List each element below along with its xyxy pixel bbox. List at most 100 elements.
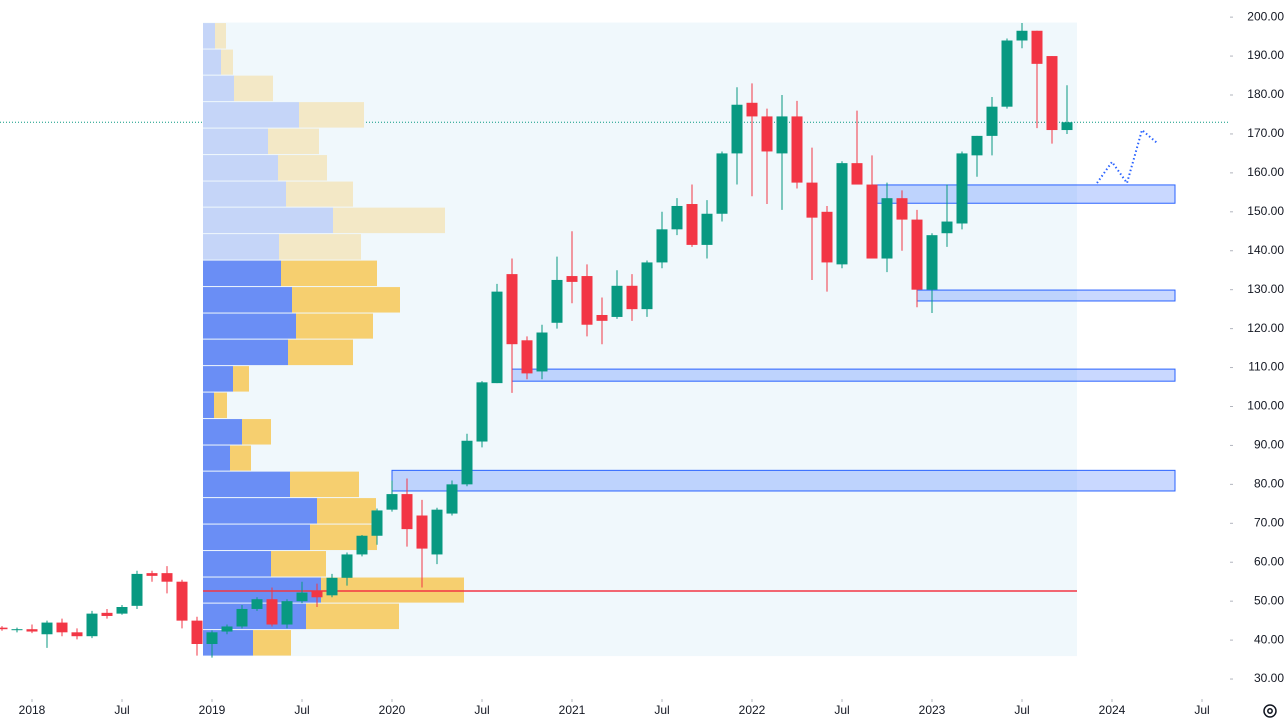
candle-body (146, 573, 158, 576)
x-tick-label: 2018 (19, 703, 46, 717)
x-tick-label: 2019 (199, 703, 226, 717)
profile-down-bar (242, 419, 271, 445)
y-tick-label: 120.00 (1247, 321, 1284, 335)
x-tick-label: Jul (1014, 703, 1029, 717)
candle-body (641, 262, 653, 310)
profile-up-bar (203, 128, 268, 155)
y-tick-label: 140.00 (1247, 243, 1284, 257)
candle-body (566, 276, 578, 282)
profile-down-bar (321, 577, 464, 603)
candle-body (86, 613, 98, 637)
x-tick-label: Jul (834, 703, 849, 717)
candle-body (1061, 122, 1073, 131)
candle-body (281, 601, 293, 625)
candle-body (671, 205, 683, 230)
profile-up-bar (203, 551, 271, 577)
candle-body (761, 116, 773, 152)
candle-body (401, 494, 413, 530)
x-tick-label: Jul (294, 703, 309, 717)
candle-body (191, 620, 203, 644)
candle-body (941, 221, 953, 234)
candle-body (266, 599, 278, 625)
profile-up-bar (203, 49, 221, 75)
candle-body (1046, 56, 1058, 131)
candle-body (971, 135, 983, 156)
y-tick-label: 180.00 (1247, 87, 1284, 101)
candle-body (356, 535, 368, 555)
candle-body (476, 382, 488, 442)
profile-up-bar (203, 75, 234, 102)
profile-down-bar (214, 392, 227, 419)
candle-body (311, 591, 323, 598)
candle-body (521, 340, 533, 374)
profile-down-bar (221, 49, 233, 75)
profile-down-bar (215, 23, 226, 49)
profile-down-bar (317, 498, 376, 524)
candle-body (986, 106, 998, 136)
candle-body (1001, 40, 1013, 107)
y-tick-label: 190.00 (1247, 48, 1284, 62)
candle-body (416, 515, 428, 549)
profile-down-bar (286, 181, 353, 207)
profile-down-bar (290, 471, 359, 498)
candle-body (386, 494, 398, 510)
candle-body (896, 198, 908, 220)
profile-up-bar (203, 313, 296, 339)
profile-down-bar (281, 260, 377, 287)
profile-down-bar (292, 287, 400, 313)
candle-body (581, 276, 593, 325)
settings-icon[interactable] (1263, 704, 1277, 718)
profile-down-bar (299, 102, 364, 128)
candle-body (341, 554, 353, 578)
volume-profile (203, 23, 1077, 656)
projection-line (1096, 128, 1158, 186)
candle-body (866, 184, 878, 259)
candle-body (131, 573, 143, 606)
axes: 30.00 40.00 50.00 60.00 70.00 80.00 90.00 100.0… (19, 9, 1285, 717)
profile-down-bar (333, 207, 445, 234)
candle-body (0, 627, 8, 630)
zones (391, 184, 1176, 492)
profile-down-bar (233, 366, 249, 392)
candle-body (911, 219, 923, 290)
x-tick-label: 2022 (739, 703, 766, 717)
y-tick-label: 50.00 (1254, 593, 1284, 607)
candle-body (56, 622, 68, 633)
candle-body (11, 629, 23, 631)
profile-down-bar (271, 551, 326, 577)
candle-body (596, 314, 608, 321)
y-tick-label: 170.00 (1247, 126, 1284, 140)
candle-body (926, 235, 938, 290)
profile-up-bar (203, 419, 242, 445)
profile-up-bar (203, 102, 299, 128)
candle-body (506, 274, 518, 345)
y-tick-label: 30.00 (1254, 671, 1284, 685)
candle-body (536, 332, 548, 372)
profile-down-bar (288, 339, 353, 366)
profile-up-bar (203, 366, 233, 392)
candle-body (461, 440, 473, 485)
candle-body (101, 612, 113, 616)
profile-down-bar (278, 155, 327, 181)
profile-down-bar (230, 445, 251, 471)
profile-up-bar (203, 445, 230, 471)
profile-up-bar (203, 498, 317, 524)
zone (916, 289, 1176, 302)
y-tick-label: 80.00 (1254, 477, 1284, 491)
profile-up-bar (203, 471, 290, 498)
profile-down-bar (253, 630, 291, 656)
background (0, 22, 1230, 657)
candle-body (716, 153, 728, 214)
profile-up-bar (203, 155, 278, 181)
candle-body (431, 509, 443, 555)
candle-body (881, 198, 893, 259)
candles (0, 22, 1158, 658)
candle-body (491, 291, 503, 384)
candle-body (611, 285, 623, 317)
x-tick-label: 2021 (559, 703, 586, 717)
profile-up-bar (203, 260, 281, 287)
candle-body (296, 592, 308, 602)
y-tick-label: 60.00 (1254, 554, 1284, 568)
y-tick-label: 40.00 (1254, 632, 1284, 646)
